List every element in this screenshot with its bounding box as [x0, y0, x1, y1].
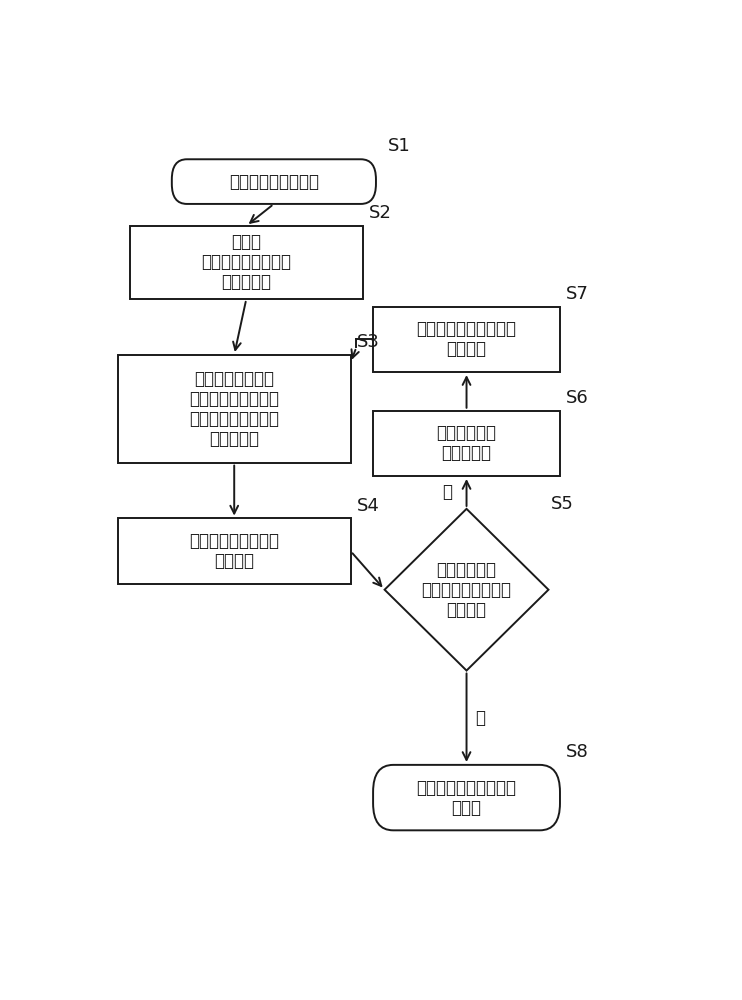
Text: 不匹配度: 不匹配度	[214, 552, 255, 570]
Polygon shape	[384, 509, 548, 671]
Text: 安全阈值: 安全阈值	[447, 601, 487, 619]
Text: 得到调度计划和亚区: 得到调度计划和亚区	[189, 390, 279, 408]
Text: S3: S3	[356, 333, 379, 351]
FancyBboxPatch shape	[373, 765, 560, 830]
Text: S8: S8	[565, 743, 588, 761]
Text: S2: S2	[369, 204, 391, 222]
Text: 和弃风功率: 和弃风功率	[221, 273, 272, 291]
Bar	[118, 518, 351, 584]
Text: 度计划: 度计划	[452, 799, 482, 817]
Text: 否: 否	[442, 483, 452, 501]
Text: 间各个时刻的功率最: 间各个时刻的功率最	[189, 410, 279, 428]
Text: 更新调度区间两端的风: 更新调度区间两端的风	[416, 320, 516, 338]
Text: 大不匹配度: 大不匹配度	[209, 430, 259, 448]
Text: 输出最优弃风功率和调: 输出最优弃风功率和调	[416, 779, 516, 797]
Text: 电功率值: 电功率值	[447, 340, 487, 358]
Bar	[130, 226, 363, 299]
Text: 安全阈值、迭代次数: 安全阈值、迭代次数	[201, 253, 292, 271]
Text: S7: S7	[565, 285, 588, 303]
Text: 求得亚区间最大功率: 求得亚区间最大功率	[189, 532, 279, 550]
Text: S1: S1	[387, 137, 410, 155]
Text: 求解风险评估模型: 求解风险评估模型	[194, 370, 275, 388]
Text: 初始化: 初始化	[232, 233, 261, 251]
FancyBboxPatch shape	[172, 159, 376, 204]
Text: 更新迭代次数: 更新迭代次数	[436, 424, 496, 442]
Bar	[373, 411, 560, 476]
Bar	[373, 307, 560, 372]
Text: S5: S5	[551, 495, 574, 513]
Text: 判断最大功率: 判断最大功率	[436, 561, 496, 579]
Text: 输入风电功率预测值: 输入风电功率预测值	[229, 173, 319, 191]
Text: S6: S6	[565, 389, 588, 407]
Text: 与弃风功率: 与弃风功率	[441, 444, 491, 462]
Bar	[118, 355, 351, 463]
Text: 是: 是	[475, 709, 485, 727]
Text: S4: S4	[356, 497, 379, 515]
Text: 不匹配度是否不高于: 不匹配度是否不高于	[421, 581, 511, 599]
